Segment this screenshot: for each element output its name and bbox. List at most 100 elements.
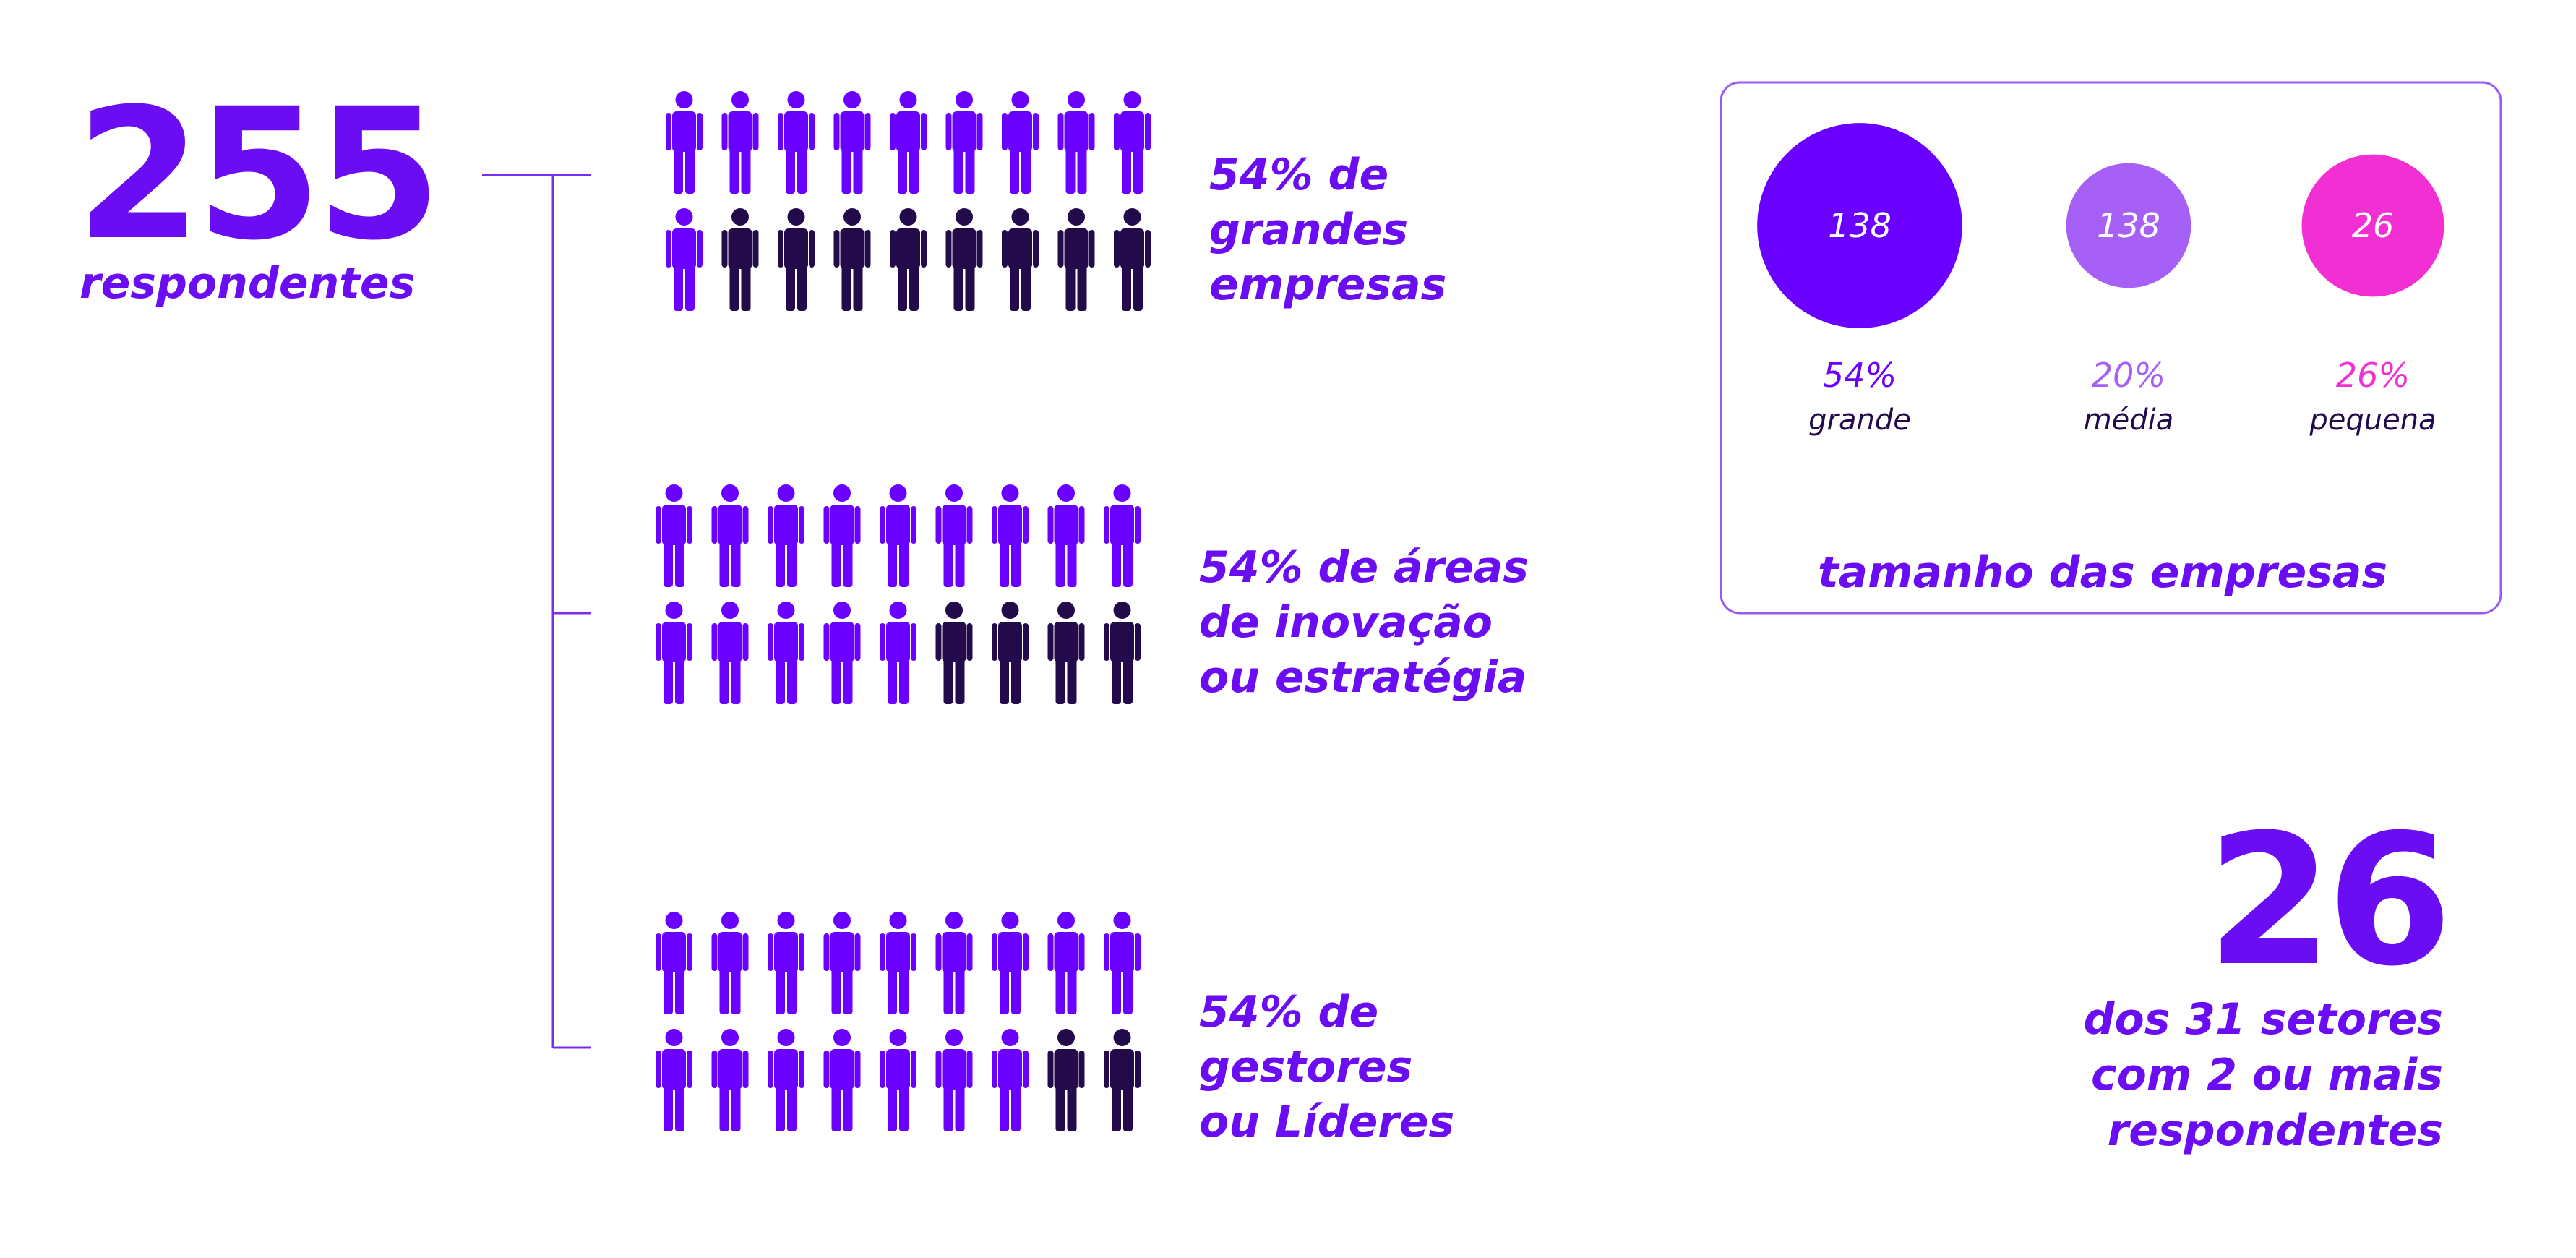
icon-leg (776, 541, 785, 587)
icon-body (942, 622, 966, 662)
icon-body (662, 505, 686, 545)
icon-arm (1023, 933, 1029, 971)
person-icon (768, 912, 804, 1014)
icon-head (1001, 912, 1019, 929)
icon-body (896, 228, 920, 269)
icon-arm (911, 1051, 916, 1088)
icon-arm (768, 933, 773, 971)
icon-leg (965, 265, 975, 311)
icon-arm (721, 230, 728, 268)
person-icon (935, 484, 973, 587)
icon-leg (1055, 541, 1065, 587)
person-icon (823, 484, 861, 587)
icon-leg (1010, 265, 1019, 311)
icon-leg (943, 658, 953, 704)
icon-head (1001, 602, 1019, 619)
icon-arm (966, 506, 973, 544)
icon-arm (742, 623, 749, 661)
group-text: de inovação (1199, 597, 1493, 648)
icon-leg (1067, 968, 1077, 1014)
icon-leg (1067, 1085, 1077, 1131)
icon-arm (778, 113, 783, 150)
icon-arm (1002, 113, 1008, 150)
bubble-count: 26 (2352, 206, 2395, 245)
icon-arm (1145, 230, 1151, 268)
icon-leg (1011, 968, 1021, 1014)
icon-leg (786, 265, 795, 311)
icon-body (1120, 111, 1144, 152)
icon-leg (853, 265, 863, 311)
icon-leg (888, 541, 897, 587)
icon-leg (787, 541, 797, 587)
icon-leg (1123, 658, 1133, 704)
icon-leg (675, 658, 684, 704)
icon-arm (666, 230, 671, 268)
icon-head (777, 1029, 795, 1046)
group-text: ou estratégia (1199, 652, 1527, 703)
icon-head (843, 208, 861, 226)
icon-arm (656, 1051, 661, 1088)
icon-leg (1011, 658, 1021, 704)
icon-body (830, 505, 854, 545)
icon-head (1001, 1029, 1019, 1046)
icon-leg (787, 1085, 797, 1131)
icon-arm (864, 113, 871, 150)
icon-head (787, 91, 805, 108)
icon-head (833, 602, 851, 619)
icon-head (889, 484, 907, 502)
icon-leg (675, 968, 684, 1014)
icon-body (1054, 1049, 1078, 1090)
person-icon (711, 1029, 749, 1131)
icon-arm (1047, 1051, 1054, 1088)
icon-body (672, 111, 696, 152)
icon-arm (823, 506, 830, 544)
icon-body (662, 932, 686, 972)
icon-arm (992, 506, 997, 544)
icon-arm (935, 623, 942, 661)
icon-body (718, 505, 742, 545)
person-icon (992, 484, 1029, 587)
icon-leg (899, 1085, 909, 1131)
icon-head (721, 602, 739, 619)
icon-leg (675, 541, 684, 587)
icon-arm (1089, 230, 1095, 268)
icon-body (942, 932, 966, 972)
icon-head (899, 91, 917, 108)
icon-leg (664, 541, 673, 587)
icon-body (998, 1049, 1022, 1090)
icon-leg (1077, 147, 1087, 194)
person-icon (778, 91, 815, 194)
icon-leg (899, 658, 909, 704)
icon-body (1064, 111, 1089, 152)
icon-arm (880, 506, 885, 544)
person-icon (1047, 484, 1085, 587)
icon-leg (1000, 541, 1009, 587)
icon-arm (768, 623, 773, 661)
icon-leg (953, 265, 963, 311)
bubble-percent: 26% (2336, 356, 2410, 395)
icon-arm (1135, 933, 1141, 971)
group-text: grandes (1209, 205, 1408, 255)
icon-body (662, 622, 686, 662)
icon-leg (1011, 1085, 1021, 1131)
icon-arm (833, 230, 840, 268)
icon-body (1008, 111, 1032, 152)
icon-arm (823, 1051, 830, 1088)
icon-arm (809, 113, 815, 150)
icon-leg (786, 147, 795, 194)
person-icon (1114, 208, 1151, 311)
icon-arm (854, 933, 861, 971)
icon-leg (685, 147, 695, 194)
person-icon (992, 602, 1029, 704)
icon-head (945, 484, 963, 502)
icon-arm (687, 1051, 692, 1088)
person-icon (711, 602, 749, 704)
group-text: 54% de (1209, 150, 1388, 200)
icon-arm (880, 623, 885, 661)
icon-leg (1055, 1085, 1065, 1131)
icon-leg (955, 541, 965, 587)
icon-head (1057, 912, 1075, 929)
person-icon (721, 91, 759, 194)
icon-leg (943, 968, 953, 1014)
